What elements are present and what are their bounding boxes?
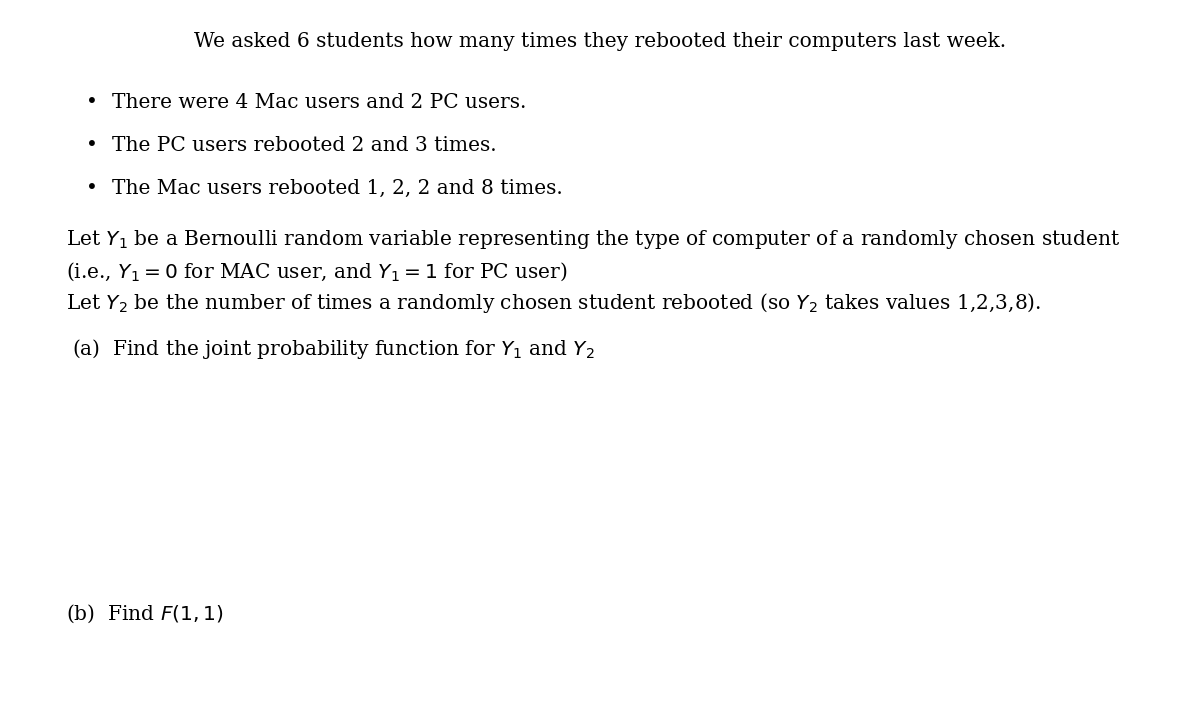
Text: The Mac users rebooted 1, 2, 2 and 8 times.: The Mac users rebooted 1, 2, 2 and 8 tim… bbox=[112, 179, 563, 198]
Text: We asked 6 students how many times they rebooted their computers last week.: We asked 6 students how many times they … bbox=[194, 32, 1006, 52]
Text: (i.e., $Y_1 = 0$ for MAC user, and $Y_1 = 1$ for PC user): (i.e., $Y_1 = 0$ for MAC user, and $Y_1 … bbox=[66, 260, 568, 283]
Text: •: • bbox=[86, 179, 98, 198]
Text: Let $Y_1$ be a Bernoulli random variable representing the type of computer of a : Let $Y_1$ be a Bernoulli random variable… bbox=[66, 228, 1121, 251]
Text: Let $Y_2$ be the number of times a randomly chosen student rebooted (so $Y_2$ ta: Let $Y_2$ be the number of times a rando… bbox=[66, 291, 1042, 316]
Text: There were 4 Mac users and 2 PC users.: There were 4 Mac users and 2 PC users. bbox=[112, 93, 526, 112]
Text: The PC users rebooted 2 and 3 times.: The PC users rebooted 2 and 3 times. bbox=[112, 136, 497, 155]
Text: (b)  Find $F(1, 1)$: (b) Find $F(1, 1)$ bbox=[66, 603, 223, 625]
Text: •: • bbox=[86, 136, 98, 155]
Text: •: • bbox=[86, 93, 98, 112]
Text: (a)  Find the joint probability function for $Y_1$ and $Y_2$: (a) Find the joint probability function … bbox=[72, 337, 595, 361]
